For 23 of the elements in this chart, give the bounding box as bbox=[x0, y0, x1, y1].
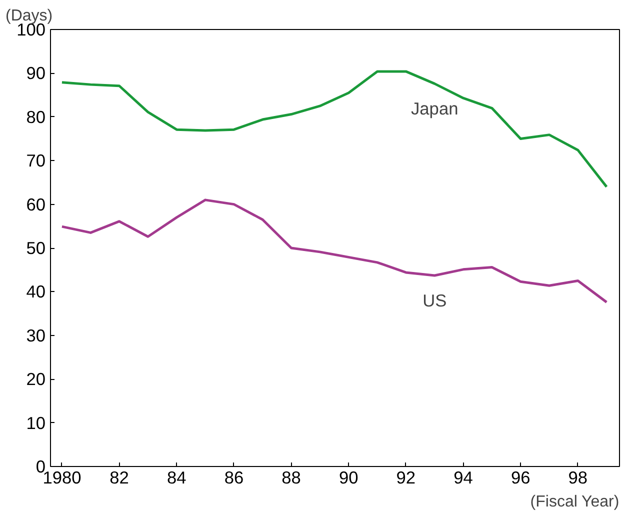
x-tick-label: 82 bbox=[110, 468, 129, 488]
x-tick-label: 96 bbox=[510, 468, 530, 488]
y-tick-label: 40 bbox=[26, 282, 46, 302]
y-tick-label: 50 bbox=[26, 238, 46, 258]
series-label: Japan bbox=[411, 98, 458, 119]
x-tick-label: 90 bbox=[338, 468, 358, 488]
y-tick-label: 10 bbox=[26, 412, 46, 433]
line-series bbox=[60, 70, 608, 188]
x-tick-label: 92 bbox=[396, 468, 416, 488]
y-tick-label: 80 bbox=[26, 106, 46, 127]
y-tick-label: 30 bbox=[26, 325, 46, 346]
series-label: US bbox=[422, 290, 447, 311]
y-tick-label: 20 bbox=[26, 369, 46, 390]
y-tick-label: 0 bbox=[36, 456, 46, 476]
x-tick-label: 88 bbox=[282, 468, 301, 488]
x-axis-title: (Fiscal Year) bbox=[530, 494, 620, 510]
y-tick-label: 60 bbox=[26, 194, 46, 214]
x-tick-label: 94 bbox=[454, 468, 474, 488]
y-tick-label: 70 bbox=[26, 150, 46, 171]
x-tick-label: 84 bbox=[166, 468, 187, 488]
x-tick-label: 98 bbox=[568, 468, 588, 488]
x-tick-label: 86 bbox=[224, 468, 244, 488]
y-tick-label: 90 bbox=[26, 63, 46, 84]
